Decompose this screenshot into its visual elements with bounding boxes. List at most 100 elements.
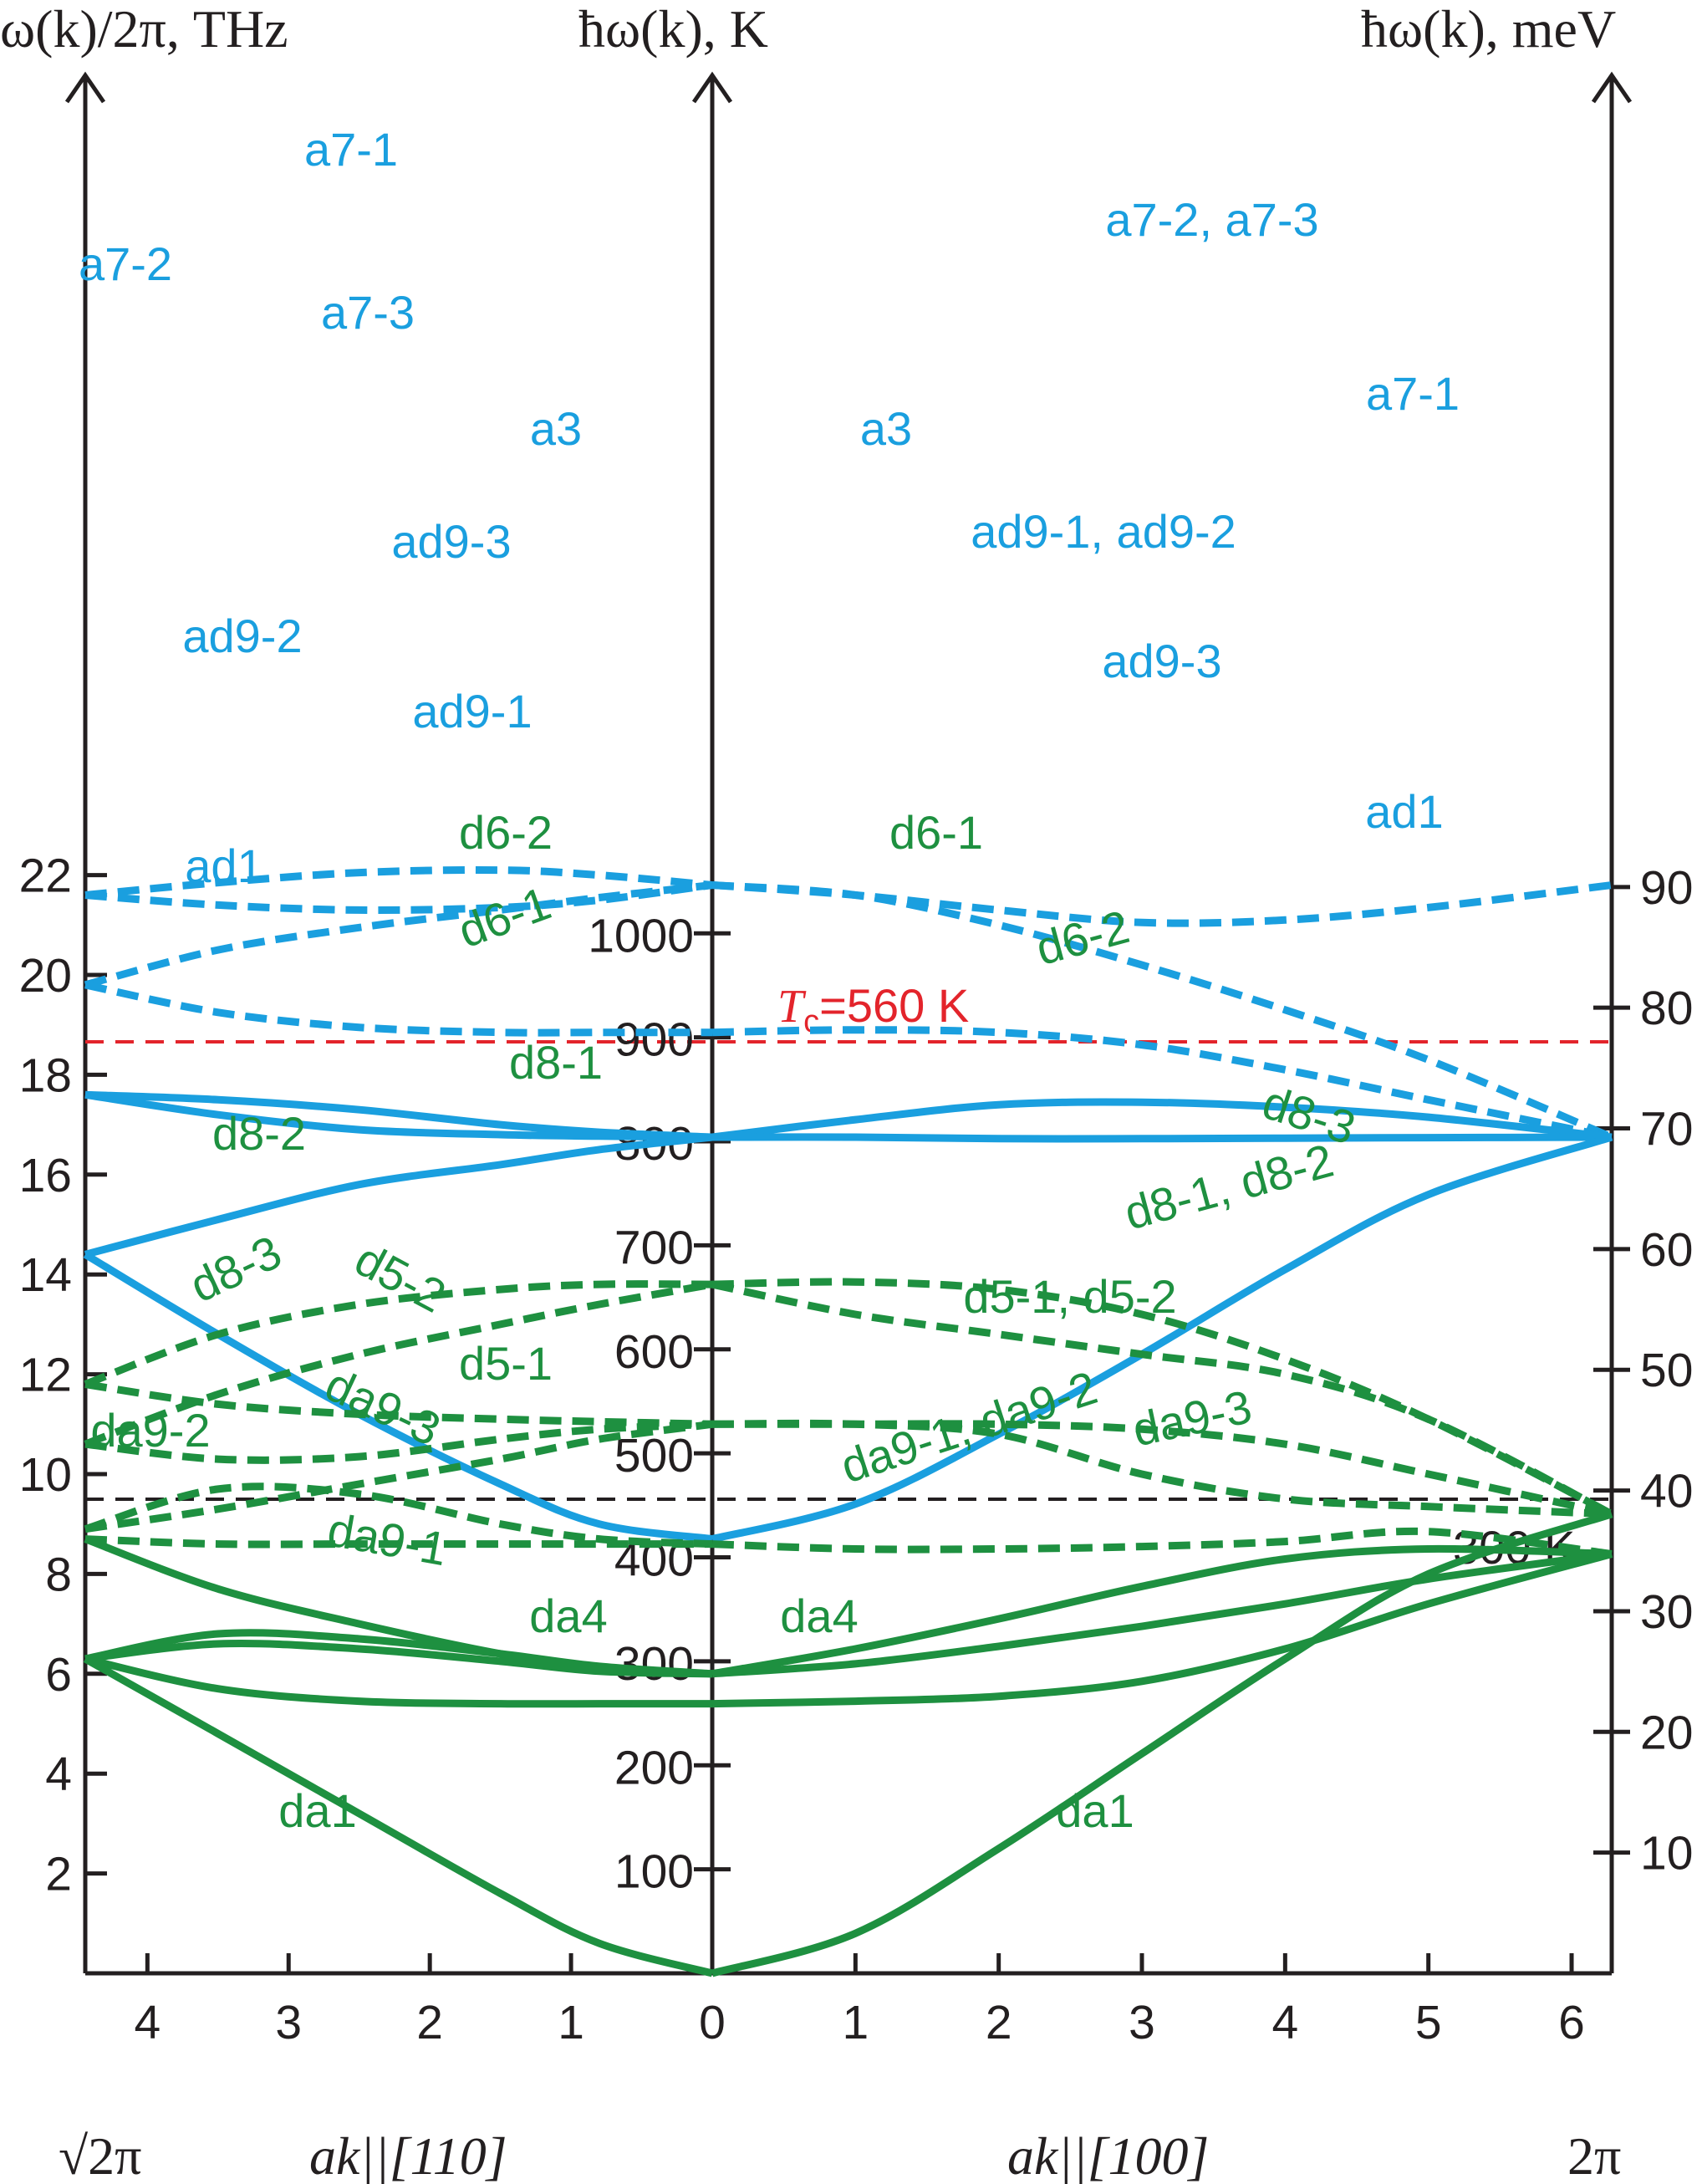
branch-label-da9-3: da9-3 — [318, 1358, 448, 1457]
branch-label-da4: da4 — [529, 1590, 607, 1642]
x-tick-label-110: 2 — [416, 1996, 443, 2049]
branch-label-d8-3: d8-3 — [182, 1225, 289, 1312]
branch-100-d6-1 — [711, 1278, 1614, 1518]
x-tick-label-110: 0 — [699, 1996, 726, 2049]
left-axis-label: ω(k)/2π, THz — [0, 0, 288, 59]
bottom-right-label: 2π — [1567, 2126, 1621, 2184]
branch-110-a7-3 — [84, 881, 713, 989]
center-tick-label: 500 — [614, 1429, 694, 1482]
branch-label-d5-1-d5-2: d5-1, d5-2 — [963, 1270, 1176, 1323]
branch-110-ad1 — [83, 1251, 713, 1544]
tc-label: Tc=560 K — [777, 979, 969, 1039]
branch-label-a3: a3 — [860, 402, 912, 455]
right-tick-label: 30 — [1640, 1585, 1693, 1639]
branch-100-da1 — [711, 1510, 1613, 1977]
branch-label-a3: a3 — [530, 402, 582, 455]
right-axis-label: ħω(k), meV — [1361, 0, 1616, 59]
bottom-center-right-label: ak||[100] — [1007, 2126, 1209, 2184]
center-axis-label: ħω(k), K — [578, 0, 768, 59]
branch-label-ad9-1: ad9-1 — [412, 685, 532, 737]
branch-110-d6-2 — [84, 1280, 713, 1388]
center-tick-label: 700 — [614, 1221, 694, 1274]
right-tick-label: 20 — [1640, 1706, 1693, 1759]
x-tick-label-100: 5 — [1415, 1996, 1442, 2049]
branch-100-da4 — [711, 1550, 1613, 1708]
center-tick-label: 300 — [614, 1637, 694, 1691]
branch-100-da9-3 — [711, 1550, 1613, 1678]
center-tick-label: 600 — [614, 1325, 694, 1379]
branch-110-ad9-2 — [84, 1090, 713, 1141]
branch-100-d6-2 — [711, 1280, 1614, 1518]
branch-label-a7-1: a7-1 — [1366, 367, 1460, 420]
branch-label-a7-1: a7-1 — [304, 123, 398, 176]
right-tick-label: 80 — [1640, 982, 1693, 1035]
branch-label-d8-2: d8-2 — [212, 1107, 306, 1160]
left-tick-label: 2 — [45, 1848, 72, 1901]
branch-label-da9-2: da9-2 — [90, 1404, 210, 1457]
center-tick-label: 1000 — [588, 909, 694, 962]
branch-label-ad9-3: ad9-3 — [1102, 635, 1221, 687]
left-tick-label: 22 — [19, 850, 72, 903]
right-tick-label: 70 — [1640, 1103, 1693, 1156]
x-tick-label-110: 3 — [275, 1996, 302, 2049]
left-tick-label: 8 — [45, 1548, 72, 1601]
branch-100-da9-1-da9-2 — [711, 1544, 1613, 1678]
branch-110-da4 — [84, 1655, 712, 1708]
center-tick-label: 200 — [614, 1741, 694, 1794]
branch-label-d8-1-d8-2: d8-1, d8-2 — [1119, 1134, 1339, 1240]
tc-label-rest: =560 K — [819, 979, 969, 1032]
branch-110-ad9-1 — [84, 1133, 713, 1258]
right-tick-label: 10 — [1640, 1827, 1693, 1880]
x-tick-label-100: 1 — [842, 1996, 869, 2049]
branch-label-da1: da1 — [1056, 1784, 1134, 1837]
x-tick-label-100: 3 — [1129, 1996, 1155, 2049]
left-axis-arrow — [64, 71, 106, 104]
branch-label-d8-1: d8-1 — [509, 1036, 603, 1089]
tc-label-italic: T — [777, 981, 807, 1033]
branch-label-da9-1-da9-2: da9-1, da9-2 — [834, 1360, 1103, 1493]
branch-100-ad9-1-ad9-2 — [711, 1098, 1613, 1141]
center-tick-label: 900 — [614, 1013, 694, 1067]
right-tick-label: 50 — [1640, 1344, 1693, 1397]
branch-label-ad1: ad1 — [185, 839, 262, 892]
branch-100-a3 — [711, 1026, 1613, 1141]
branch-label-da9-3: da9-3 — [1128, 1380, 1256, 1456]
ticks: 2468101214161820221002003004005006007008… — [19, 850, 1694, 2049]
branch-110-a3 — [84, 981, 712, 1037]
branch-label-da4: da4 — [780, 1590, 858, 1642]
branch-100-d8-1-d8-2 — [711, 1419, 1613, 1518]
left-tick-label: 6 — [45, 1648, 72, 1702]
branch-label-d5-1: d5-1 — [459, 1337, 553, 1390]
axes — [64, 71, 1633, 1976]
branch-110-da1 — [83, 1655, 714, 1977]
branch-100-a7-1 — [711, 881, 1613, 1141]
branch-label-a7-3: a7-3 — [321, 286, 415, 339]
branch-label-a7-2-a7-3: a7-2, a7-3 — [1105, 193, 1318, 246]
x-tick-label-110: 4 — [134, 1996, 161, 2049]
x-tick-label-110: 1 — [558, 1996, 584, 2049]
branch-100-d5-1-d5-2 — [711, 1527, 1613, 1558]
branch-110-d8-2 — [84, 1420, 713, 1464]
left-tick-label: 12 — [19, 1349, 72, 1402]
center-tick-label: 100 — [614, 1845, 694, 1899]
branch-label-da9-1: da9-1 — [324, 1503, 451, 1575]
branch-labels: a7-1 a7-2 a7-3 a3 a3 a7-2, a7-3 a7-1 ad9-3 ad9-2… — [79, 123, 1460, 1837]
branch-label-da1: da1 — [278, 1784, 356, 1837]
branch-label-d6-1: d6-1 — [889, 806, 983, 859]
left-tick-label: 20 — [19, 949, 72, 1003]
left-tick-label: 10 — [19, 1448, 72, 1502]
branch-label-ad1: ad1 — [1365, 785, 1443, 838]
tc-label-sub: c — [803, 1004, 819, 1039]
branch-110-d8-3 — [84, 1420, 713, 1533]
branch-100-ad9-3 — [711, 1133, 1613, 1143]
branch-label-d5-2: d5-2 — [347, 1232, 455, 1323]
right-axis-arrow — [1591, 71, 1633, 104]
left-tick-label: 16 — [19, 1149, 72, 1202]
right-tick-label: 40 — [1640, 1465, 1693, 1518]
branch-label-a7-2: a7-2 — [79, 237, 172, 290]
x-tick-label-100: 2 — [986, 1996, 1012, 2049]
x-tick-label-100: 6 — [1558, 1996, 1585, 2049]
branch-110-da9-1 — [84, 1640, 713, 1678]
branch-label-ad9-1-ad9-2: ad9-1, ad9-2 — [971, 505, 1236, 558]
